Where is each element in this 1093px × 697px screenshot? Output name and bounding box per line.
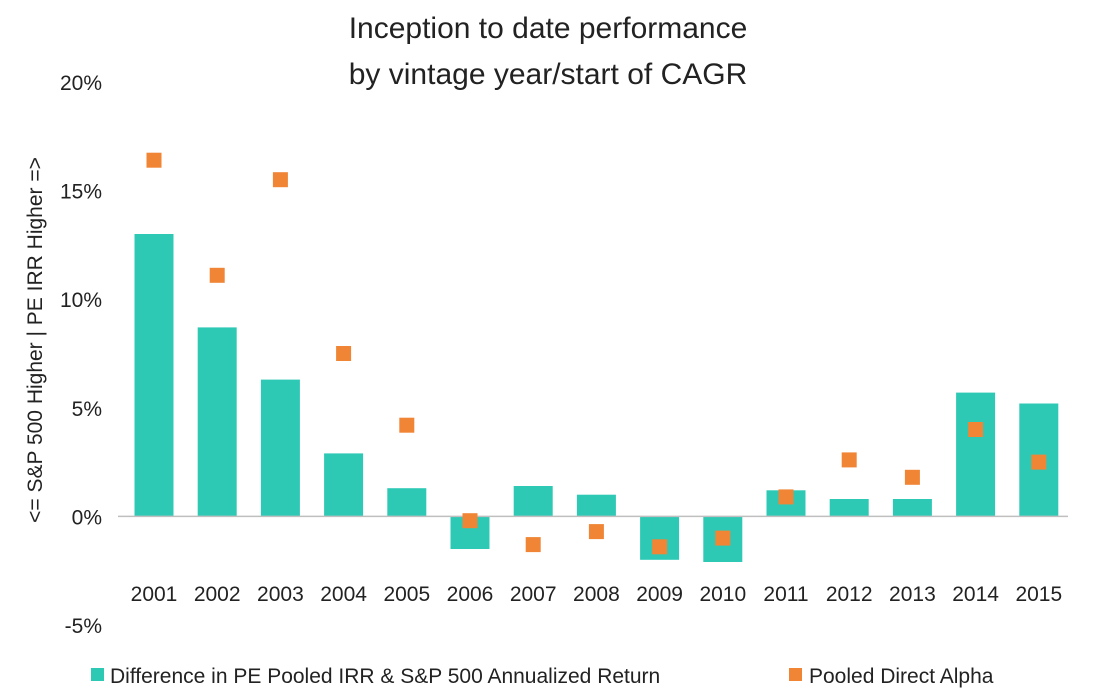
- direct-alpha-point-2004: [336, 346, 352, 361]
- scatter-series: [146, 152, 1047, 555]
- bar-2008: [576, 494, 616, 517]
- y-tick-label: 5%: [72, 398, 102, 421]
- x-tick-label-2014: 2014: [952, 583, 999, 606]
- direct-alpha-point-2013: [904, 469, 920, 485]
- bar-2012: [829, 499, 869, 517]
- direct-alpha-point-2002: [209, 267, 225, 283]
- direct-alpha-point-2009: [652, 539, 668, 555]
- x-tick-label-2008: 2008: [573, 583, 620, 606]
- legend: Difference in PE Pooled IRR & S&P 500 An…: [91, 665, 994, 688]
- x-tick-label-2015: 2015: [1015, 583, 1062, 606]
- legend-swatch-difference: [91, 668, 104, 681]
- x-tick-label-2013: 2013: [889, 583, 936, 606]
- direct-alpha-point-2006: [462, 513, 478, 529]
- x-tick-label-2011: 2011: [763, 583, 808, 606]
- legend-label-direct-alpha: Pooled Direct Alpha: [809, 665, 994, 688]
- x-tick-label-2009: 2009: [636, 583, 683, 606]
- x-tick-label-2002: 2002: [194, 583, 241, 606]
- y-tick-label: 20%: [60, 72, 102, 95]
- x-tick-label-2003: 2003: [257, 583, 304, 606]
- y-tick-label: 10%: [60, 289, 102, 312]
- legend-swatch-direct-alpha: [789, 668, 802, 681]
- y-tick-label: 0%: [72, 506, 102, 529]
- x-tick-label-2005: 2005: [383, 583, 430, 606]
- bar-2002: [197, 327, 237, 517]
- x-tick-label-2001: 2001: [131, 583, 178, 606]
- x-tick-label-2007: 2007: [510, 583, 557, 606]
- direct-alpha-point-2008: [588, 524, 604, 540]
- direct-alpha-point-2015: [1031, 454, 1047, 470]
- direct-alpha-point-2007: [525, 537, 541, 553]
- chart-title-line-1: Inception to date performance: [349, 12, 748, 45]
- x-tick-label-2010: 2010: [699, 583, 746, 606]
- bar-2005: [387, 488, 427, 517]
- direct-alpha-point-2001: [146, 152, 162, 168]
- x-tick-label-2012: 2012: [826, 583, 873, 606]
- x-tick-label-2006: 2006: [447, 583, 494, 606]
- bar-2001: [134, 234, 174, 517]
- y-tick-label: -5%: [65, 615, 102, 638]
- direct-alpha-point-2012: [841, 452, 857, 468]
- x-tick-labels: 2001 2002 2003 2004 2005 2006 2007 2008 2009 2010…: [131, 583, 1063, 606]
- direct-alpha-point-2010: [715, 530, 731, 546]
- bar-2003: [260, 379, 300, 517]
- bar-2004: [324, 453, 364, 517]
- direct-alpha-point-2011: [778, 489, 794, 505]
- bar-series: [134, 234, 1059, 562]
- legend-label-difference: Difference in PE Pooled IRR & S&P 500 An…: [110, 665, 660, 688]
- chart-title-line-2: by vintage year/start of CAGR: [349, 58, 748, 91]
- x-tick-label-2004: 2004: [320, 583, 367, 606]
- direct-alpha-point-2005: [399, 417, 415, 433]
- direct-alpha-point-2003: [272, 172, 288, 188]
- bar-2007: [513, 486, 553, 517]
- y-tick-labels: 20% 15% 10% 5% 0% -5%: [60, 72, 102, 638]
- bar-2013: [892, 499, 932, 517]
- direct-alpha-point-2014: [968, 422, 984, 437]
- y-axis-label: <= S&P 500 Higher | PE IRR Higher =>: [24, 157, 47, 523]
- y-tick-label: 15%: [60, 181, 102, 204]
- bar-2014: [956, 392, 996, 517]
